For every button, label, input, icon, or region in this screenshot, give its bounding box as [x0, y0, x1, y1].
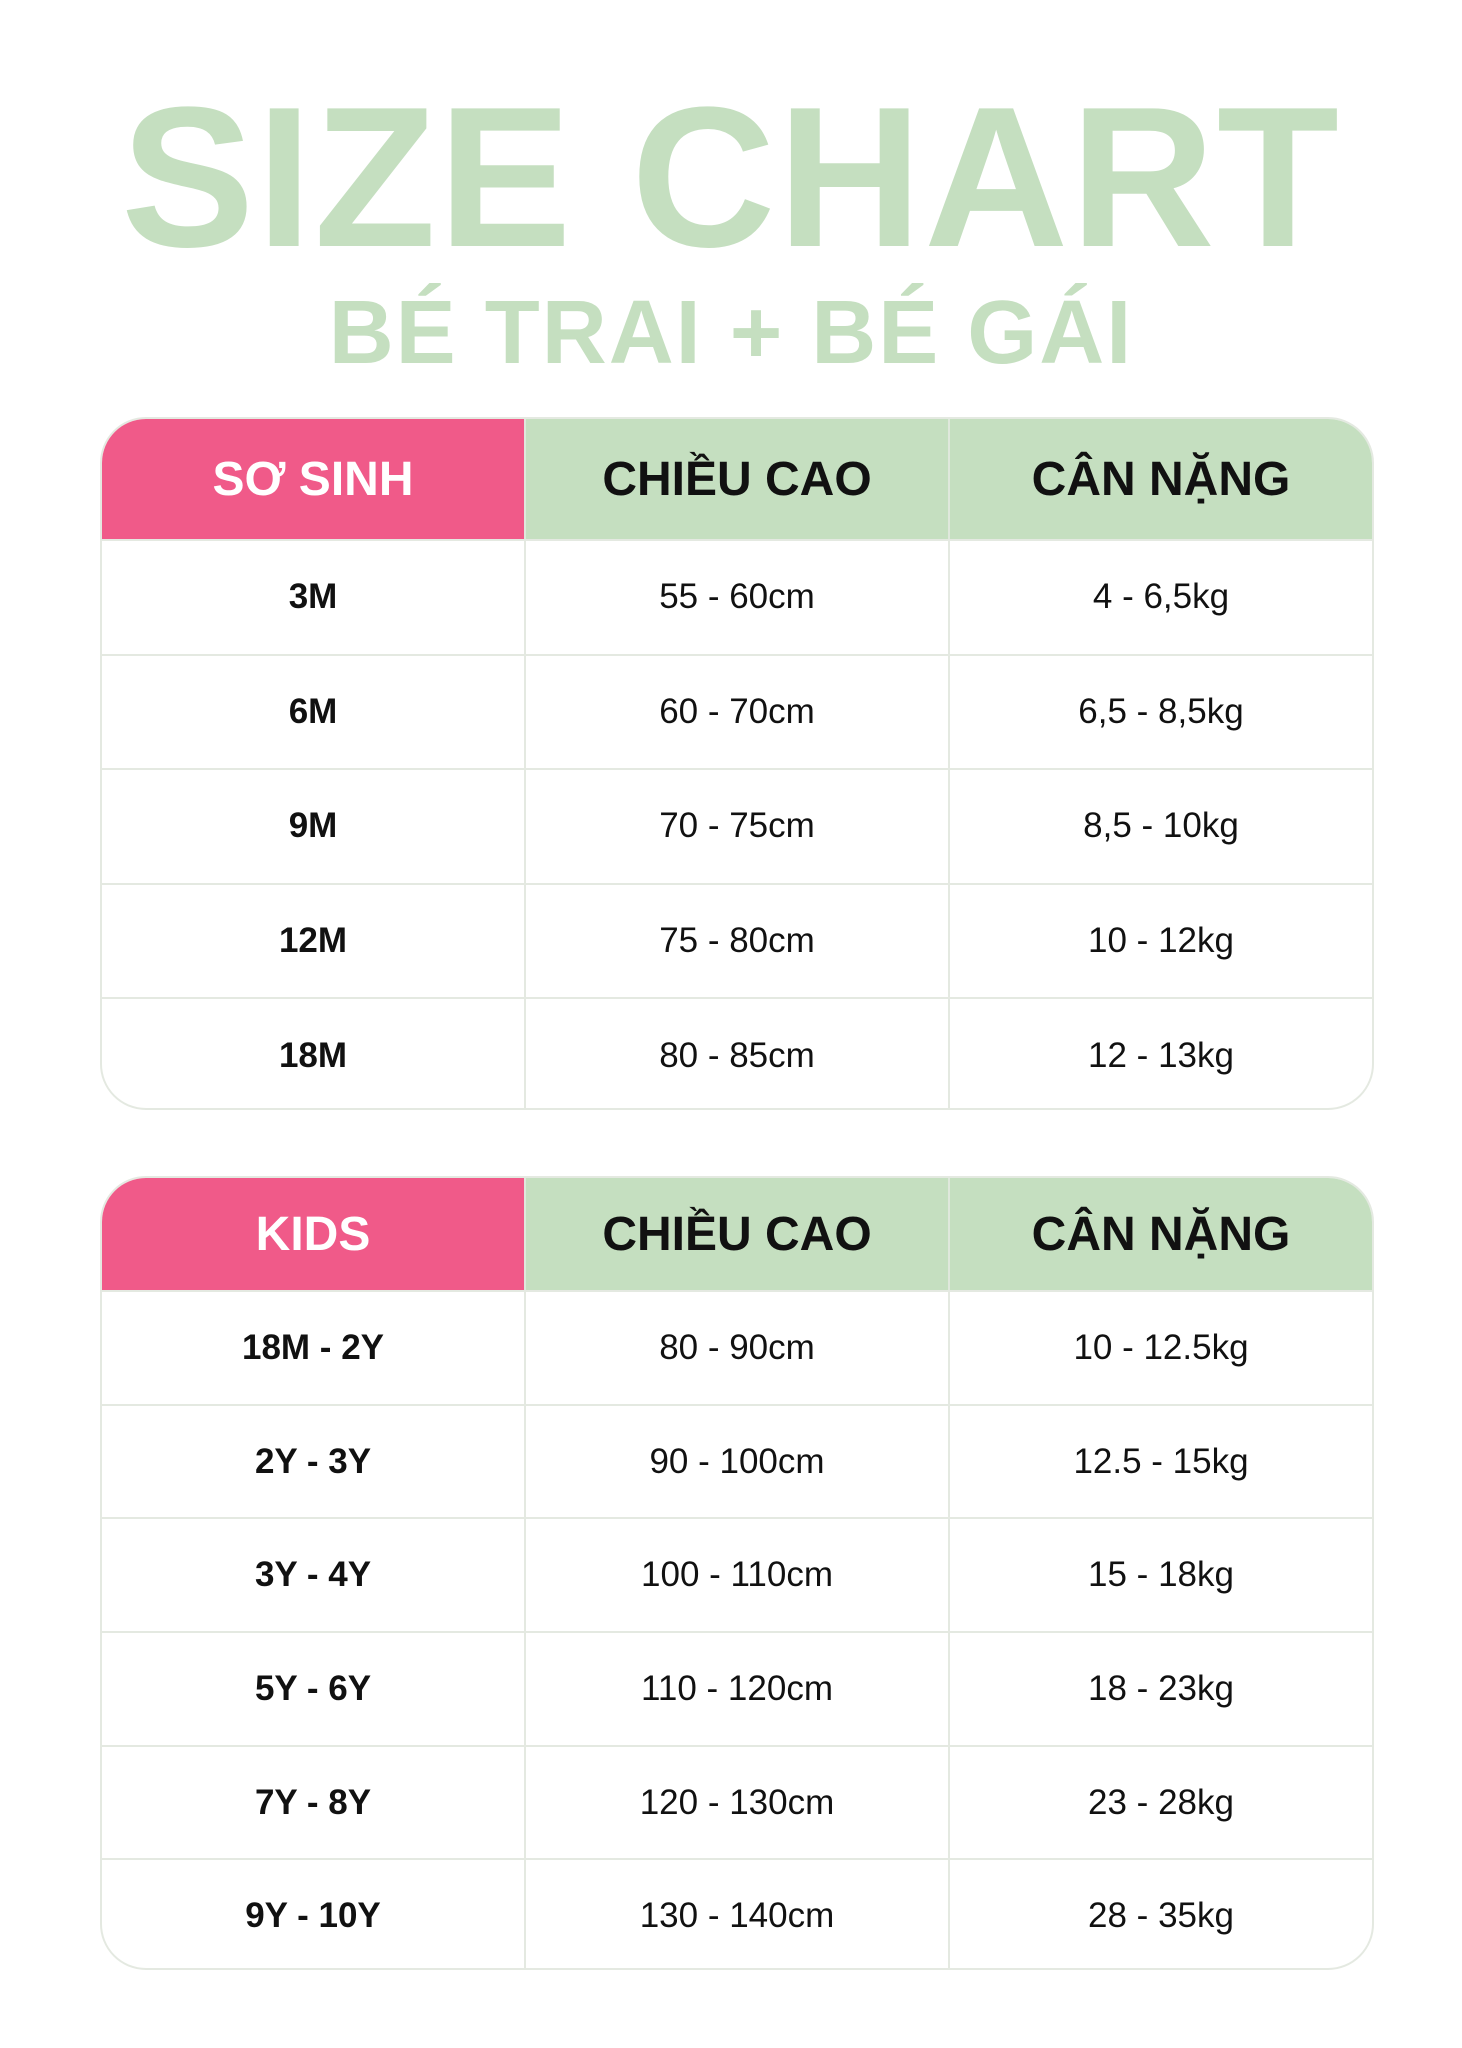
size-cell: 6M	[288, 691, 338, 731]
table-row: 18M - 2Y 80 - 90cm 10 - 12.5kg	[102, 1290, 1372, 1404]
weight-cell: 10 - 12kg	[948, 884, 1372, 998]
size-cell: 7Y - 8Y	[254, 1782, 372, 1822]
height-cell: 80 - 90cm	[524, 1292, 948, 1404]
newborn-size-table: SƠ SINH CHIỀU CAO CÂN NẶNG 3M 55 - 60cm 4 - 6…	[100, 417, 1374, 1110]
page-subtitle: BÉ TRAI + BÉ GÁI	[328, 283, 1134, 383]
weight-cell: 4 - 6,5kg	[948, 541, 1372, 654]
size-cell: 9M	[288, 806, 338, 846]
size-cell: 12M	[278, 921, 348, 961]
table-row: 12M 75 - 80cm 10 - 12kg	[102, 882, 1372, 998]
table-row: 9Y - 10Y 130 - 140cm 28 - 35kg	[102, 1858, 1372, 1968]
weight-cell: 8,5 - 10kg	[948, 770, 1372, 883]
table-row: 7Y - 8Y 120 - 130cm 23 - 28kg	[102, 1744, 1372, 1859]
size-cell: 9Y - 10Y	[245, 1896, 381, 1936]
size-cell: 5Y - 6Y	[254, 1668, 372, 1708]
height-cell: 100 - 110cm	[524, 1519, 948, 1632]
size-cell: SƠ SINH	[102, 419, 524, 539]
height-cell: 75 - 80cm	[524, 884, 948, 998]
height-cell: 80 - 85cm	[524, 999, 948, 1108]
weight-cell: CÂN NẶNG	[948, 1178, 1372, 1290]
height-cell: 110 - 120cm	[524, 1633, 948, 1745]
page-title: SIZE CHART	[121, 66, 1341, 289]
table-row: 5Y - 6Y 110 - 120cm 18 - 23kg	[102, 1631, 1372, 1745]
height-cell: 120 - 130cm	[524, 1746, 948, 1859]
weight-cell: 15 - 18kg	[948, 1519, 1372, 1632]
weight-cell: 28 - 35kg	[948, 1860, 1372, 1968]
table-row: 6M 60 - 70cm 6,5 - 8,5kg	[102, 653, 1372, 769]
height-cell: 130 - 140cm	[524, 1860, 948, 1968]
kids-size-table: KIDS CHIỀU CAO CÂN NẶNG 18M - 2Y 80 - 90cm 10…	[100, 1176, 1374, 1970]
weight-cell: 23 - 28kg	[948, 1746, 1372, 1859]
height-cell: CHIỀU CAO	[524, 419, 948, 539]
size-cell: 3Y - 4Y	[254, 1555, 372, 1595]
size-cell: KIDS	[102, 1178, 524, 1290]
weight-cell: 18 - 23kg	[948, 1633, 1372, 1745]
weight-cell: 10 - 12.5kg	[948, 1292, 1372, 1404]
table-row: 3M 55 - 60cm 4 - 6,5kg	[102, 539, 1372, 654]
height-cell: 70 - 75cm	[524, 770, 948, 883]
size-cell: 3M	[288, 577, 338, 617]
table-header-row: SƠ SINH CHIỀU CAO CÂN NẶNG	[102, 419, 1372, 539]
weight-cell: 12 - 13kg	[948, 999, 1372, 1108]
height-cell: CHIỀU CAO	[524, 1178, 948, 1290]
height-cell: 90 - 100cm	[524, 1405, 948, 1518]
table-header-row: KIDS CHIỀU CAO CÂN NẶNG	[102, 1178, 1372, 1290]
weight-cell: CÂN NẶNG	[948, 419, 1372, 539]
size-cell: 18M	[278, 1035, 348, 1075]
weight-cell: 6,5 - 8,5kg	[948, 655, 1372, 769]
size-cell: 2Y - 3Y	[254, 1441, 372, 1481]
height-cell: 60 - 70cm	[524, 655, 948, 769]
weight-cell: 12.5 - 15kg	[948, 1405, 1372, 1518]
table-row: 3Y - 4Y 100 - 110cm 15 - 18kg	[102, 1517, 1372, 1632]
table-row: 9M 70 - 75cm 8,5 - 10kg	[102, 768, 1372, 883]
size-cell: 18M - 2Y	[242, 1327, 384, 1367]
table-row: 18M 80 - 85cm 12 - 13kg	[102, 997, 1372, 1108]
table-row: 2Y - 3Y 90 - 100cm 12.5 - 15kg	[102, 1403, 1372, 1518]
height-cell: 55 - 60cm	[524, 541, 948, 654]
